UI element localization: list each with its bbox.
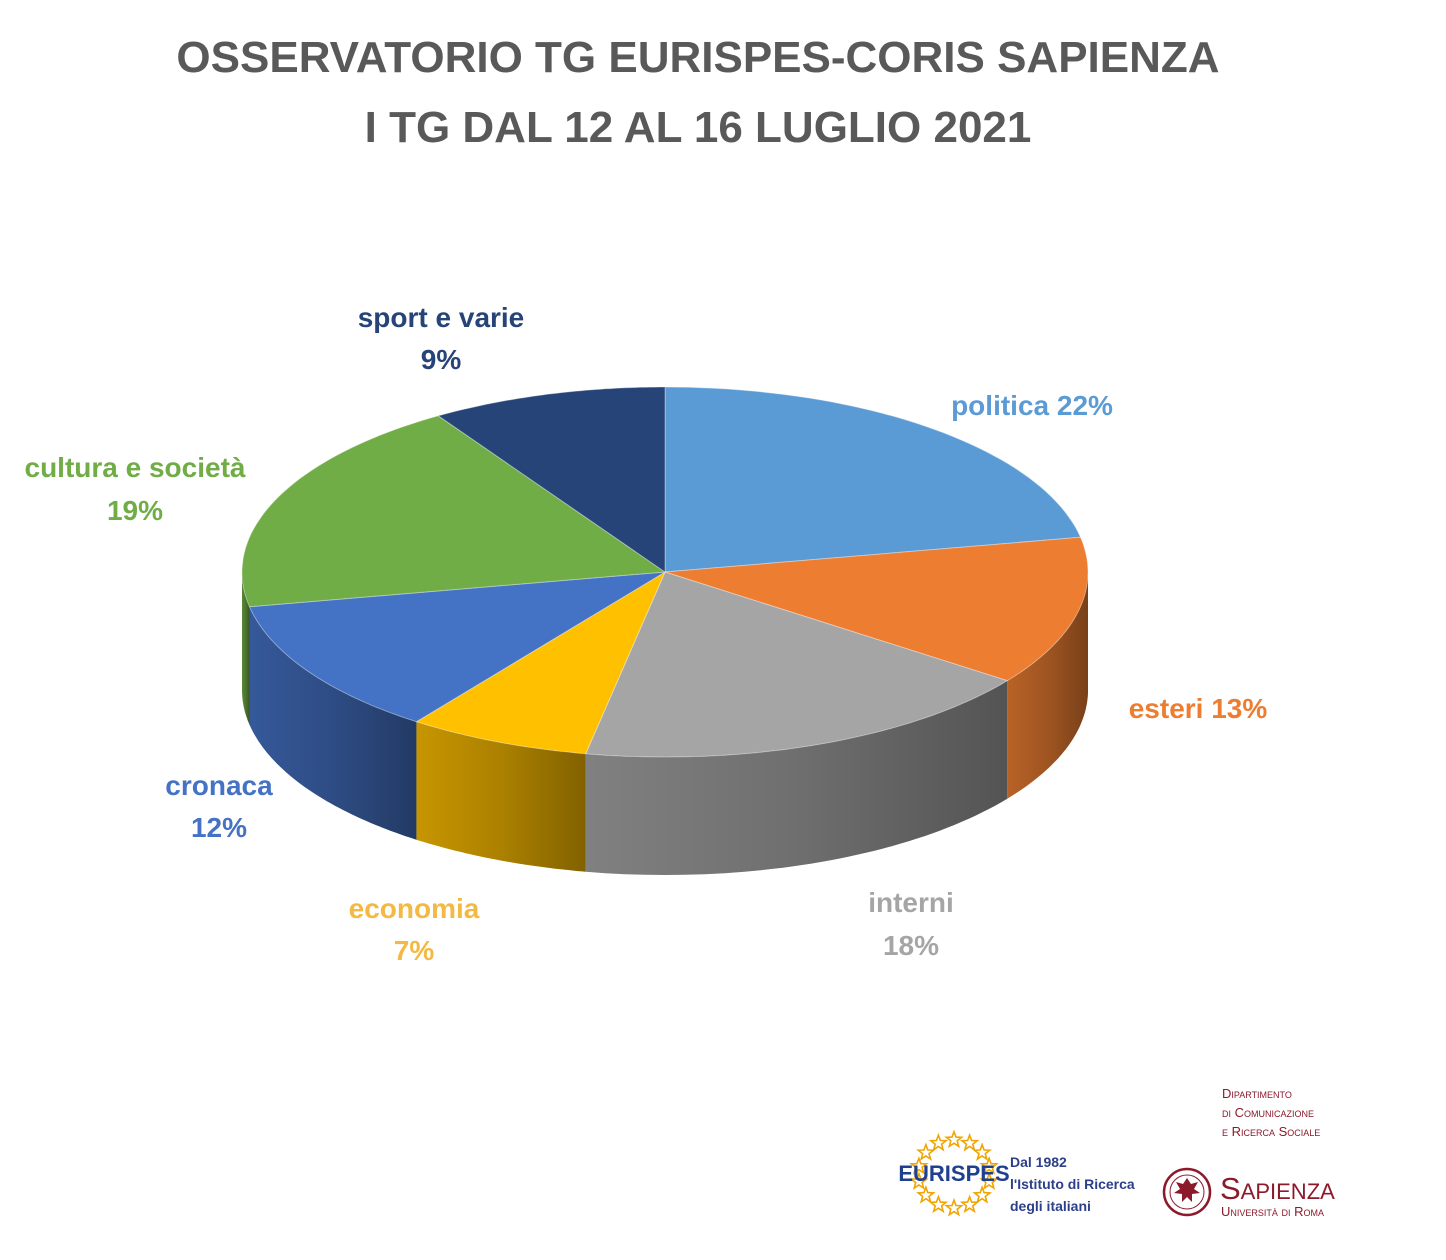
eurispes-star: [972, 1142, 993, 1161]
slice-label-interni: interni: [868, 887, 954, 918]
pie-slice-cronaca: [248, 571, 666, 723]
eurispes-star: [959, 1132, 980, 1152]
eurispes-star: [959, 1194, 980, 1214]
pie-slice-esteri: [664, 536, 1089, 682]
department-line-3: e Ricerca Sociale: [1222, 1124, 1320, 1139]
slice-label-cronaca: cronaca: [165, 770, 273, 801]
eurispes-stars-icon: [909, 1129, 999, 1217]
pie-side-shade-cronaca: [249, 606, 417, 840]
eurispes-star: [916, 1184, 936, 1204]
pie-tops: [241, 386, 1089, 758]
eurispes-star: [909, 1156, 929, 1175]
pie-side-shade-cultura-e-societa: [242, 572, 250, 725]
eurispes-star: [909, 1171, 929, 1190]
eurispes-star: [928, 1132, 949, 1152]
eurispes-tagline-1: Dal 1982: [1010, 1154, 1067, 1170]
pie-side-shade-interni: [585, 680, 1008, 875]
slice-value-sport-e-varie: 9%: [421, 344, 462, 375]
eurispes-logo: EURISPES Dal 1982 l'Istituto di Ricerca …: [898, 1129, 1135, 1217]
department-line-2: di Comunicazione: [1222, 1105, 1314, 1120]
eurispes-star: [928, 1194, 949, 1214]
department-line-1: Dipartimento: [1222, 1086, 1292, 1101]
pie-slice-cultura-e-societa: [241, 415, 667, 608]
sapienza-seal-icon: [1162, 1167, 1212, 1217]
pie-slice-economia: [415, 570, 667, 755]
slice-value-economia: 7%: [394, 935, 435, 966]
slice-label-cultura-e-societa: cultura e società: [25, 452, 246, 483]
slice-label-politica: politica 22%: [951, 390, 1113, 421]
pie-side-shade-economia: [416, 721, 586, 872]
chart-title-line-2: I TG DAL 12 AL 16 LUGLIO 2021: [365, 103, 1032, 152]
chart-title: OSSERVATORIO TG EURISPES-CORIS SAPIENZA …: [176, 33, 1219, 152]
sapienza-name: Sapienza: [1220, 1171, 1335, 1206]
slice-label-esteri: esteri 13%: [1129, 693, 1268, 724]
eurispes-tagline-3: degli italiani: [1010, 1198, 1091, 1214]
slice-value-cronaca: 12%: [191, 812, 247, 843]
sapienza-logo: Dipartimento di Comunicazione e Ricerca …: [1162, 1086, 1335, 1219]
slice-label-economia: economia: [349, 893, 480, 924]
pie-slice-politica: [664, 386, 1082, 573]
eurispes-tagline-2: l'Istituto di Ricerca: [1010, 1176, 1135, 1192]
eurispes-star: [979, 1171, 999, 1190]
pie-sides: [242, 572, 1088, 875]
slice-value-interni: 18%: [883, 930, 939, 961]
pie-slice-interni: [584, 571, 1009, 758]
eurispes-star: [979, 1156, 999, 1175]
sapienza-subtitle: Università di Roma: [1221, 1204, 1324, 1219]
chart-title-line-1: OSSERVATORIO TG EURISPES-CORIS SAPIENZA: [176, 33, 1219, 82]
pie-slice-sport-e-varie: [437, 386, 666, 573]
slice-label-sport-e-varie: sport e varie: [358, 302, 525, 333]
eurispes-star: [915, 1142, 936, 1161]
pie-labels: politica 22% esteri 13% interni 18% economia…: [25, 302, 1268, 966]
eurispes-star: [944, 1197, 964, 1217]
slice-value-cultura-e-societa: 19%: [107, 495, 163, 526]
eurispes-logo-name: EURISPES: [898, 1161, 1009, 1186]
eurispes-star: [972, 1184, 992, 1204]
eurispes-star: [944, 1129, 964, 1149]
pie-side-shade-esteri: [1007, 572, 1088, 799]
